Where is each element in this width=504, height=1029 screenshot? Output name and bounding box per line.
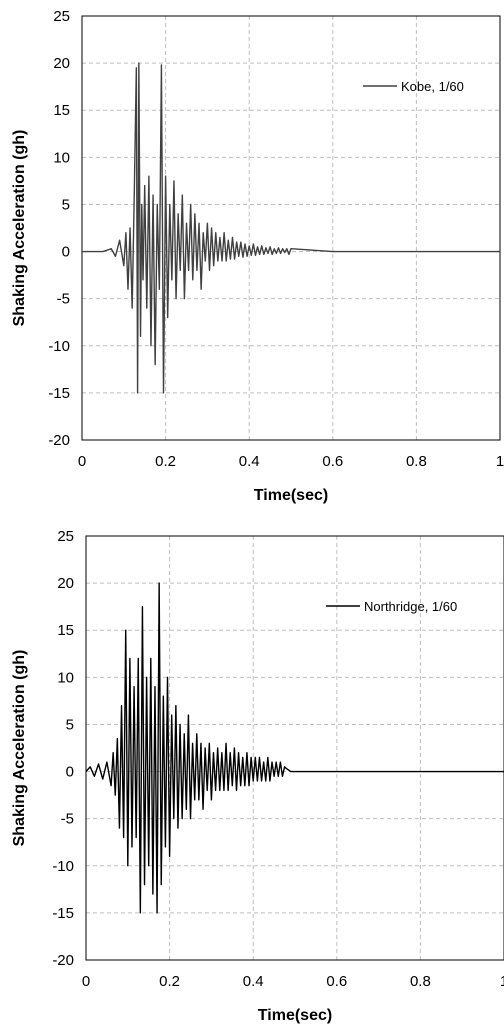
- northridge-y-tick-label: 5: [66, 716, 74, 733]
- kobe-y-tick-label: 5: [62, 196, 70, 213]
- kobe-y-tick-label: -15: [48, 385, 70, 402]
- kobe-y-tick-label: -10: [48, 338, 70, 355]
- northridge-x-tick-label: 1: [500, 973, 504, 990]
- northridge-x-tick-label: 0.4: [243, 973, 264, 990]
- kobe-y-tick-label: 0: [62, 244, 70, 261]
- northridge-y-tick-label: 15: [57, 622, 74, 639]
- northridge-y-tick-label: 10: [57, 669, 74, 686]
- northridge-x-tick-label: 0.8: [410, 973, 431, 990]
- northridge-y-tick-label: -10: [52, 858, 74, 875]
- northridge-x-tick-label: 0: [82, 973, 90, 990]
- kobe-legend-label: Kobe, 1/60: [401, 79, 464, 94]
- kobe-series-line: [82, 62, 500, 394]
- northridge-y-tick-label: -5: [61, 811, 74, 828]
- northridge-x-tick-label: 0.6: [326, 973, 347, 990]
- kobe-y-tick-label: 10: [53, 149, 70, 166]
- kobe-y-axis-title: Shaking Acceleration (gh): [11, 130, 28, 327]
- northridge-chart: 25 20 15 10 5 0 -5 -10 -15 -20 0 0.2 0.4 0.6 0.8 1 Time(…: [0, 520, 504, 1024]
- kobe-x-tick-label: 0.2: [155, 453, 176, 470]
- northridge-series-line: [85, 582, 504, 914]
- northridge-y-axis-title: Shaking Acceleration (gh): [11, 650, 28, 847]
- kobe-legend: Kobe, 1/60: [363, 79, 464, 94]
- northridge-y-tick-label: -15: [52, 905, 74, 922]
- kobe-x-tick-label: 0: [78, 453, 86, 470]
- kobe-x-tick-label: 1: [496, 453, 504, 470]
- northridge-plot-frame: [85, 535, 504, 961]
- kobe-x-tick-label: 0.8: [406, 453, 427, 470]
- kobe-y-tick-label: -5: [57, 291, 70, 308]
- northridge-legend: Northridge, 1/60: [326, 599, 457, 614]
- kobe-x-tick-label: 0.6: [322, 453, 343, 470]
- northridge-y-tick-label: -20: [52, 952, 74, 969]
- kobe-x-axis-title: Time(sec): [254, 487, 328, 504]
- kobe-chart-svg: 25 20 15 10 5 0 -5 -10 -15 -20 0 0.2 0.4 0.6 0.8 1 Time(…: [11, 8, 504, 504]
- kobe-y-tick-label: 20: [53, 55, 70, 72]
- northridge-y-tick-label: 20: [57, 575, 74, 592]
- kobe-y-tick-label: -20: [48, 432, 70, 449]
- northridge-x-axis-title: Time(sec): [258, 1007, 332, 1024]
- northridge-legend-label: Northridge, 1/60: [364, 599, 457, 614]
- kobe-y-tick-label: 15: [53, 102, 70, 119]
- kobe-y-tick-label: 25: [53, 8, 70, 25]
- northridge-x-tick-label: 0.2: [159, 973, 180, 990]
- northridge-chart-svg: 25 20 15 10 5 0 -5 -10 -15 -20 0 0.2 0.4 0.6 0.8 1 Time(…: [11, 528, 504, 1024]
- kobe-chart: 25 20 15 10 5 0 -5 -10 -15 -20 0 0.2 0.4 0.6 0.8 1 Time(…: [11, 8, 504, 504]
- kobe-x-tick-label: 0.4: [239, 453, 260, 470]
- kobe-plot-frame: [81, 15, 501, 441]
- northridge-y-tick-label: 25: [57, 528, 74, 545]
- northridge-y-tick-label: 0: [66, 764, 74, 781]
